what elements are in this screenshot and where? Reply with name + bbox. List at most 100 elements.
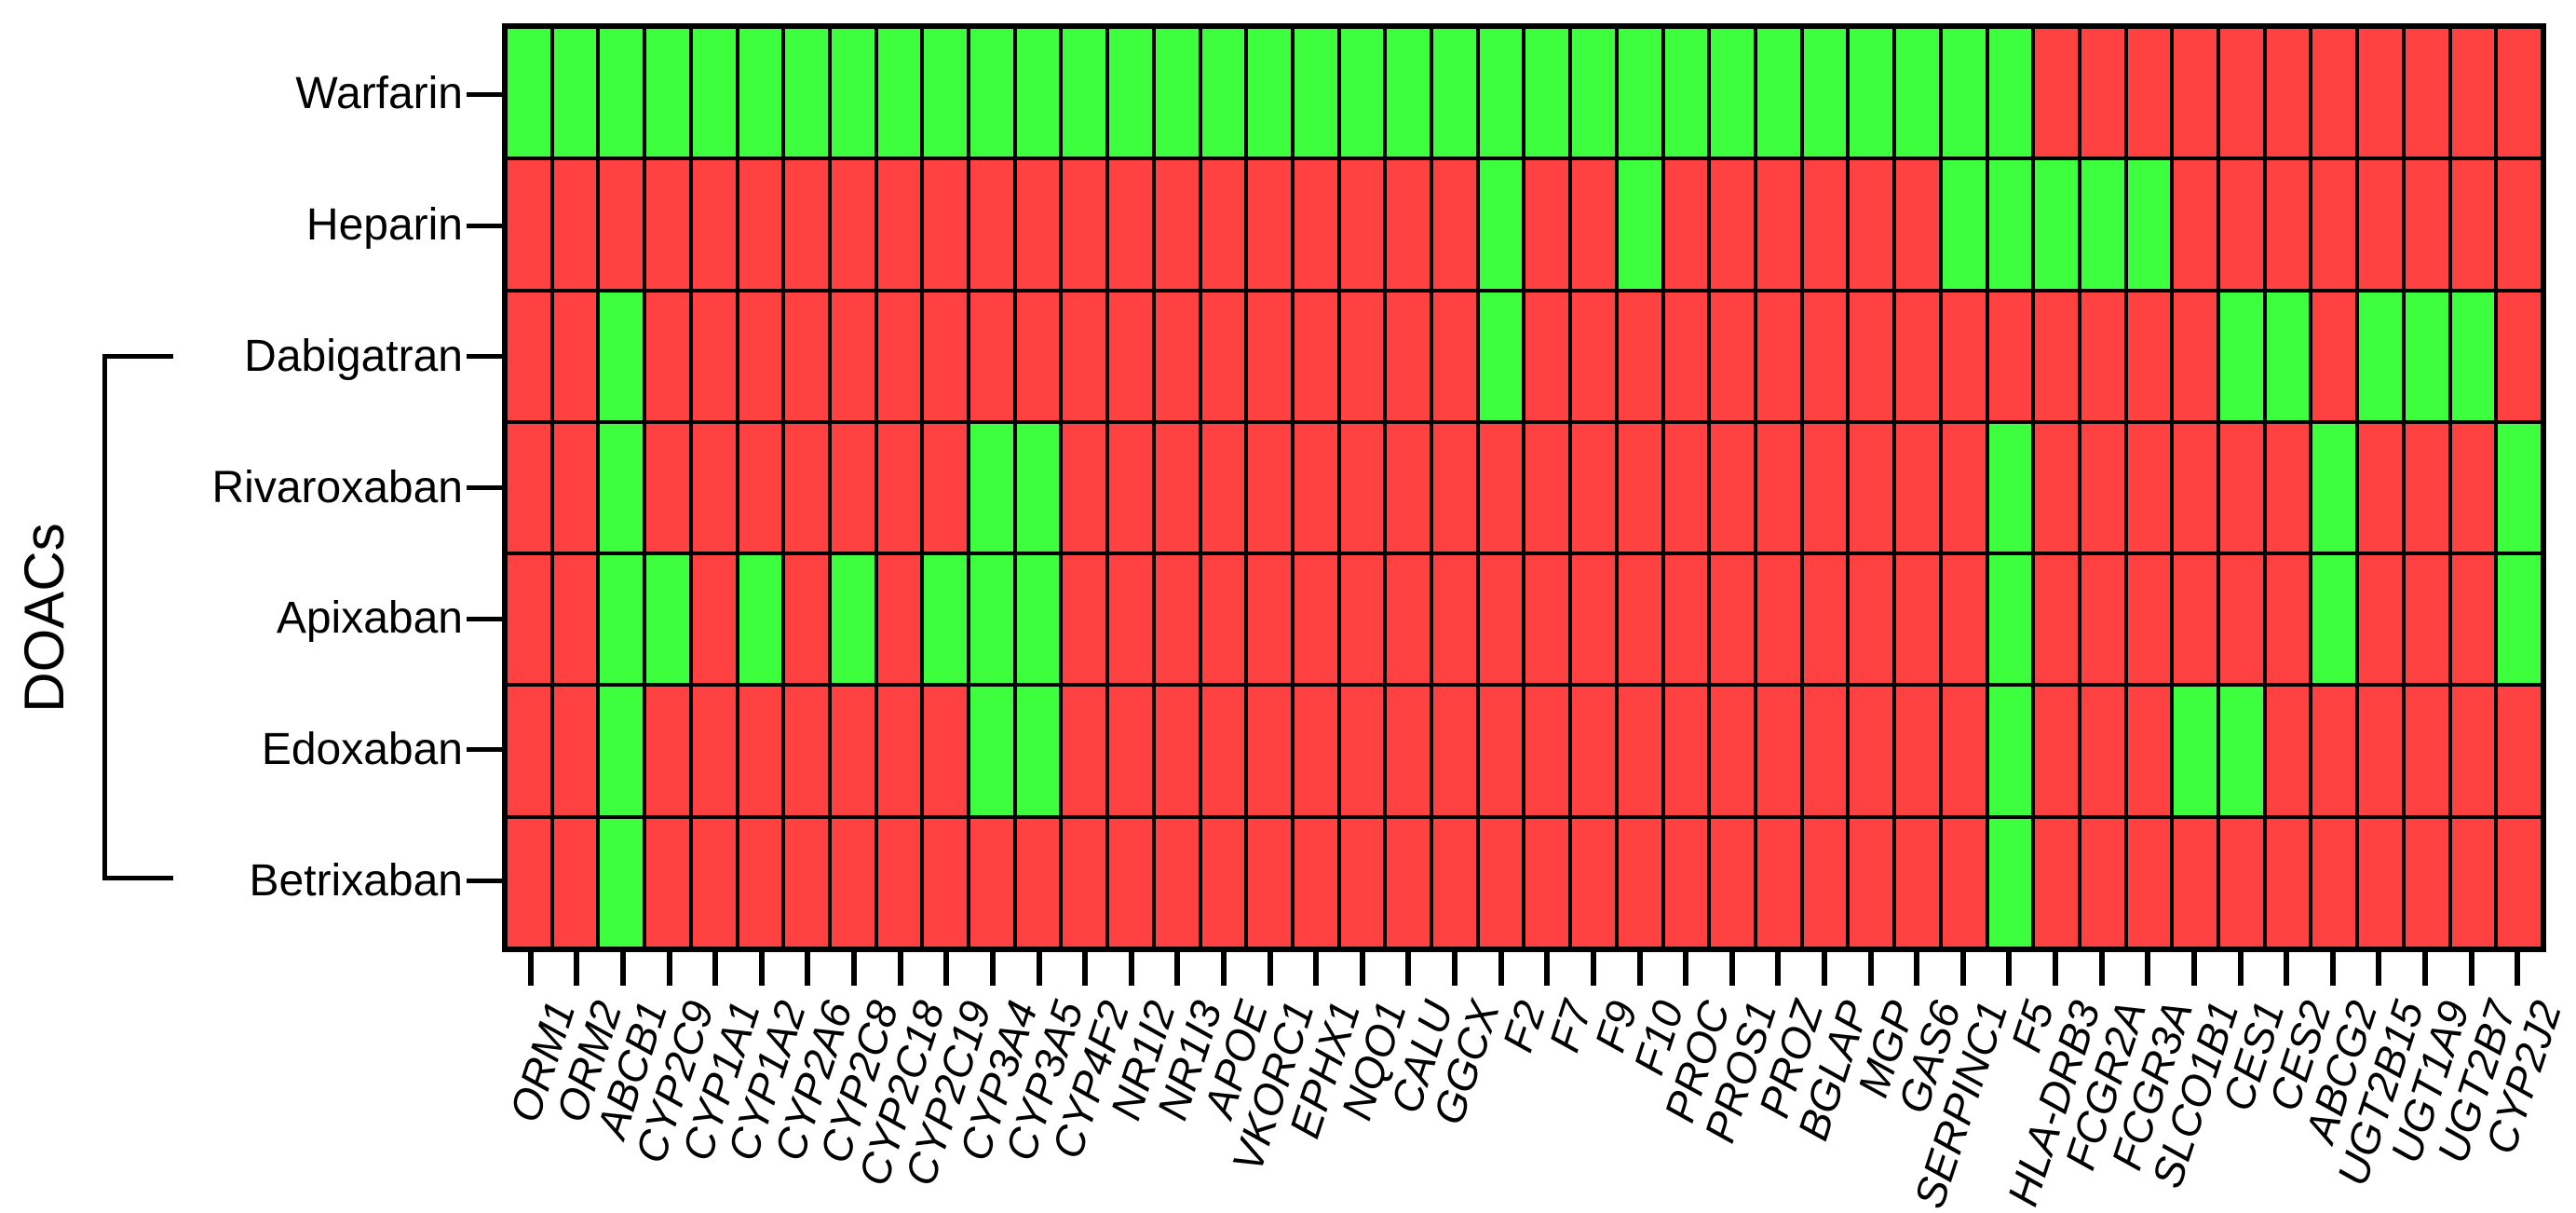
heatmap-cell-Apixaban-F5 [1986, 553, 2034, 686]
heatmap-cell-Heparin-CYP2C19 [922, 158, 969, 291]
heatmap-cell-Rivaroxaban-CALU [1385, 421, 1432, 554]
heatmap-cell-Betrixaban-UGT1A9 [2403, 816, 2450, 948]
heatmap-cell-Rivaroxaban-CYP3A5 [1014, 421, 1062, 554]
heatmap-cell-Edoxaban-SLCO1B1 [2172, 685, 2219, 817]
heatmap-cell-Warfarin-F7 [1524, 27, 1571, 159]
heatmap-cell-Rivaroxaban-CYP2J2 [2496, 421, 2542, 554]
heatmap-cell-Apixaban-NR1I2 [1107, 553, 1154, 686]
heatmap-cell-Rivaroxaban-VKORC1 [1246, 421, 1293, 554]
x-axis-tick [851, 952, 858, 986]
heatmap-cell-Dabigatran-FCGR3A [2125, 290, 2173, 422]
x-axis-tick [805, 952, 811, 986]
drug-label-Warfarin: Warfarin [295, 69, 463, 119]
heatmap-cell-Edoxaban-CYP1A1 [690, 685, 738, 817]
heatmap-cell-Rivaroxaban-EPHX1 [1292, 421, 1339, 554]
y-axis-tick [467, 354, 502, 360]
drug-label-Rivaroxaban: Rivaroxaban [211, 462, 463, 512]
heatmap-cell-Rivaroxaban-UGT1A9 [2403, 421, 2450, 554]
heatmap-cell-Rivaroxaban-ORM1 [506, 421, 552, 554]
heatmap-cell-Betrixaban-CYP3A5 [1014, 816, 1062, 948]
heatmap-cell-Heparin-CYP2A6 [783, 158, 830, 291]
heatmap-cell-Apixaban-ORM1 [506, 553, 552, 686]
x-axis-tick [1359, 952, 1365, 986]
heatmap-cell-Dabigatran-CES2 [2264, 290, 2312, 422]
heatmap-cell-Dabigatran-PROZ [1756, 290, 1802, 422]
heatmap-cell-Betrixaban-CYP2J2 [2496, 816, 2542, 948]
heatmap-cell-Dabigatran-GGCX [1431, 290, 1478, 422]
heatmap-cell-Dabigatran-CALU [1385, 290, 1432, 422]
heatmap-cell-Edoxaban-ABCG2 [2311, 685, 2358, 817]
heatmap-cell-Dabigatran-MGP [1848, 290, 1895, 422]
heatmap-cell-Edoxaban-UGT2B7 [2449, 685, 2497, 817]
heatmap-cell-Rivaroxaban-GGCX [1431, 421, 1478, 554]
heatmap-cell-Betrixaban-GAS6 [1894, 816, 1941, 948]
x-axis-tick [2468, 952, 2474, 986]
heatmap-cell-Edoxaban-PROC [1662, 685, 1710, 817]
heatmap-cell-Dabigatran-GAS6 [1894, 290, 1941, 422]
heatmap-cell-Heparin-CYP2C9 [644, 158, 691, 291]
heatmap-cell-Edoxaban-F9 [1570, 685, 1617, 817]
heatmap-cell-Dabigatran-CYP1A1 [690, 290, 738, 422]
heatmap-cell-Warfarin-CYP2J2 [2496, 27, 2542, 159]
drug-label-Betrixaban: Betrixaban [249, 855, 463, 906]
heatmap-cell-Edoxaban-ABCB1 [598, 685, 645, 817]
heatmap-cell-Apixaban-CES2 [2264, 553, 2312, 686]
heatmap-cell-Rivaroxaban-UGT2B15 [2357, 421, 2404, 554]
heatmap-cell-Dabigatran-CYP2C18 [875, 290, 923, 422]
heatmap-cell-Heparin-ORM2 [551, 158, 599, 291]
heatmap-cell-Heparin-CES2 [2264, 158, 2312, 291]
heatmap-cell-Betrixaban-F2 [1477, 816, 1525, 948]
heatmap-cell-Betrixaban-GGCX [1431, 816, 1478, 948]
heatmap-cell-Dabigatran-NR1I3 [1153, 290, 1200, 422]
heatmap-cell-Betrixaban-ABCB1 [598, 816, 645, 948]
heatmap-cell-Edoxaban-F10 [1616, 685, 1663, 817]
heatmap-cell-Heparin-FCGR3A [2125, 158, 2173, 291]
heatmap-cell-Betrixaban-CYP1A2 [737, 816, 784, 948]
heatmap-cell-Warfarin-SERPINC1 [1940, 27, 1987, 159]
heatmap-cell-Betrixaban-CYP2C9 [644, 816, 691, 948]
heatmap-cell-Rivaroxaban-F5 [1986, 421, 2034, 554]
heatmap-cell-Rivaroxaban-CYP1A1 [690, 421, 738, 554]
heatmap-cell-Rivaroxaban-CYP3A4 [969, 421, 1015, 554]
heatmap-cell-Warfarin-CYP3A5 [1014, 27, 1062, 159]
heatmap-cell-Betrixaban-NR1I3 [1153, 816, 1200, 948]
heatmap-cell-Heparin-SLCO1B1 [2172, 158, 2219, 291]
x-axis-tick [2190, 952, 2197, 986]
heatmap-cell-Edoxaban-FCGR2A [2079, 685, 2126, 817]
heatmap-cell-Heparin-CYP2J2 [2496, 158, 2542, 291]
heatmap-cell-Dabigatran-ABCG2 [2311, 290, 2358, 422]
heatmap-cell-Dabigatran-CYP3A5 [1014, 290, 1062, 422]
heatmap-cell-Warfarin-APOE [1200, 27, 1247, 159]
heatmap-cell-Rivaroxaban-SLCO1B1 [2172, 421, 2219, 554]
heatmap-cell-Heparin-GAS6 [1894, 158, 1941, 291]
heatmap-cell-Heparin-CYP1A2 [737, 158, 784, 291]
heatmap-cell-Betrixaban-NR1I2 [1107, 816, 1154, 948]
heatmap-cell-Betrixaban-CYP4F2 [1061, 816, 1108, 948]
heatmap-cell-Betrixaban-F9 [1570, 816, 1617, 948]
heatmap-cell-Heparin-FCGR2A [2079, 158, 2126, 291]
heatmap-cell-Warfarin-CYP2C9 [644, 27, 691, 159]
heatmap-cell-Edoxaban-CYP2C8 [829, 685, 876, 817]
heatmap-cell-Edoxaban-FCGR3A [2125, 685, 2173, 817]
heatmap-cell-Warfarin-PROC [1662, 27, 1710, 159]
heatmap-cell-Heparin-CYP1A1 [690, 158, 738, 291]
heatmap-cell-Warfarin-CYP2A6 [783, 27, 830, 159]
x-axis-tick [2053, 952, 2059, 986]
heatmap-cell-Apixaban-CYP2A6 [783, 553, 830, 686]
heatmap-cell-Betrixaban-CALU [1385, 816, 1432, 948]
x-axis-tick [574, 952, 580, 986]
heatmap-cell-Edoxaban-F2 [1477, 685, 1525, 817]
heatmap-cell-Edoxaban-SERPINC1 [1940, 685, 1987, 817]
x-axis-tick [1683, 952, 1689, 986]
heatmap-cell-Edoxaban-GGCX [1431, 685, 1478, 817]
heatmap-cell-Betrixaban-UGT2B7 [2449, 816, 2497, 948]
x-axis-tick [666, 952, 672, 986]
heatmap-cell-Betrixaban-CYP2A6 [783, 816, 830, 948]
heatmap-cell-Dabigatran-FCGR2A [2079, 290, 2126, 422]
heatmap-cell-Apixaban-ABCG2 [2311, 553, 2358, 686]
heatmap-cell-Warfarin-PROZ [1756, 27, 1802, 159]
heatmap-cell-Warfarin-CYP2C19 [922, 27, 969, 159]
heatmap-cell-Warfarin-CYP1A1 [690, 27, 738, 159]
heatmap-cell-Edoxaban-BGLAP [1801, 685, 1849, 817]
heatmap-cell-Heparin-PROZ [1756, 158, 1802, 291]
